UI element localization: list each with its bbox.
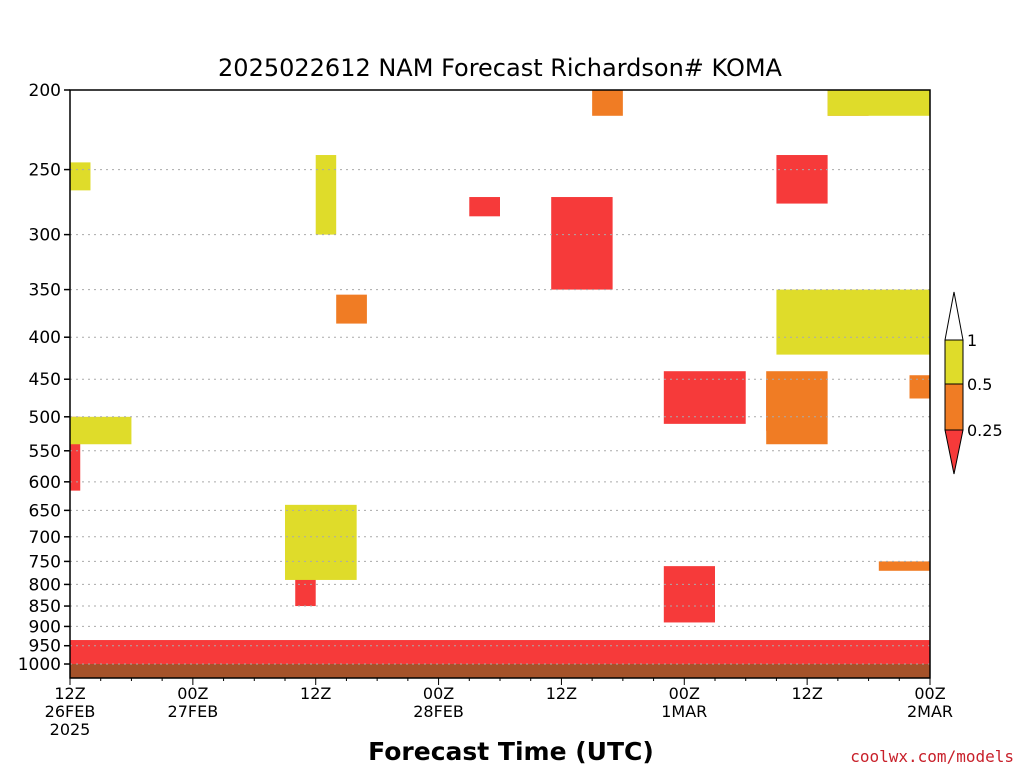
x-tick-label: 2025 [50, 720, 91, 739]
y-tick-label: 800 [29, 575, 61, 595]
ri-cell [909, 375, 930, 399]
ri-cell [295, 575, 316, 607]
x-tick-label: 2MAR [907, 702, 953, 721]
x-tick-label: 12Z [300, 684, 331, 703]
y-axis: 200 250 300 350 400 450 500 550 600 650 700 750 8008… [18, 81, 70, 675]
ri-cell [70, 162, 91, 191]
ri-cell [70, 640, 930, 665]
legend: 1 0.5 0.25 [944, 291, 1003, 475]
legend-swatch [944, 339, 964, 385]
ri-cell [285, 504, 357, 580]
x-tick-label: 12Z [546, 684, 577, 703]
source-credit[interactable]: coolwx.com/models [850, 747, 1014, 766]
ri-cell [70, 416, 81, 491]
x-tick-label: 00Z [177, 684, 208, 703]
ri-cell [776, 289, 930, 355]
ri-cell [878, 561, 930, 571]
y-tick-label: 400 [29, 328, 61, 348]
x-axis-title: Forecast Time (UTC) [368, 737, 654, 766]
ri-cell [336, 294, 367, 324]
ri-cell [70, 416, 132, 445]
legend-bottom-arrow [944, 429, 964, 475]
ri-cell [469, 197, 500, 217]
y-tick-label: 950 [29, 637, 61, 657]
x-tick-label: 00Z [914, 684, 945, 703]
x-tick-label: 00Z [423, 684, 454, 703]
y-tick-label: 550 [29, 442, 61, 462]
y-tick-label: 1000 [18, 655, 61, 675]
plot-area [70, 90, 930, 678]
ri-cell [551, 197, 613, 290]
ground-layer [70, 660, 930, 678]
x-tick-label: 27FEB [168, 702, 219, 721]
ri-cell [776, 155, 828, 204]
ri-cell [766, 371, 828, 445]
x-tick-label: 1MAR [661, 702, 707, 721]
legend-top-arrow [944, 291, 964, 341]
y-tick-label: 700 [29, 528, 61, 548]
y-tick-label: 750 [29, 552, 61, 572]
y-tick-label: 900 [29, 617, 61, 637]
ri-cell [315, 155, 337, 235]
legend-label: 0.25 [967, 421, 1003, 440]
y-tick-label: 650 [29, 501, 61, 521]
ri-cell [592, 90, 623, 116]
y-tick-label: 500 [29, 408, 61, 428]
y-tick-label: 350 [29, 281, 61, 301]
legend-label: 1 [967, 331, 977, 350]
y-tick-label: 250 [29, 161, 61, 181]
y-tick-label: 600 [29, 473, 61, 493]
legend-swatch [944, 383, 964, 431]
x-tick-label: 28FEB [413, 702, 464, 721]
x-tick-label: 12Z [791, 684, 822, 703]
legend-label: 0.5 [967, 375, 992, 394]
x-tick-label: 00Z [669, 684, 700, 703]
x-tick-label: 12Z [54, 684, 85, 703]
ri-cell [663, 566, 715, 623]
y-tick-label: 450 [29, 370, 61, 390]
y-tick-label: 850 [29, 597, 61, 617]
y-tick-label: 200 [29, 81, 61, 101]
x-tick-label: 26FEB [45, 702, 96, 721]
chart-title: 2025022612 NAM Forecast Richardson# KOMA [218, 54, 783, 82]
ri-cell [827, 90, 930, 116]
y-tick-label: 300 [29, 226, 61, 246]
ri-cell [663, 371, 746, 424]
